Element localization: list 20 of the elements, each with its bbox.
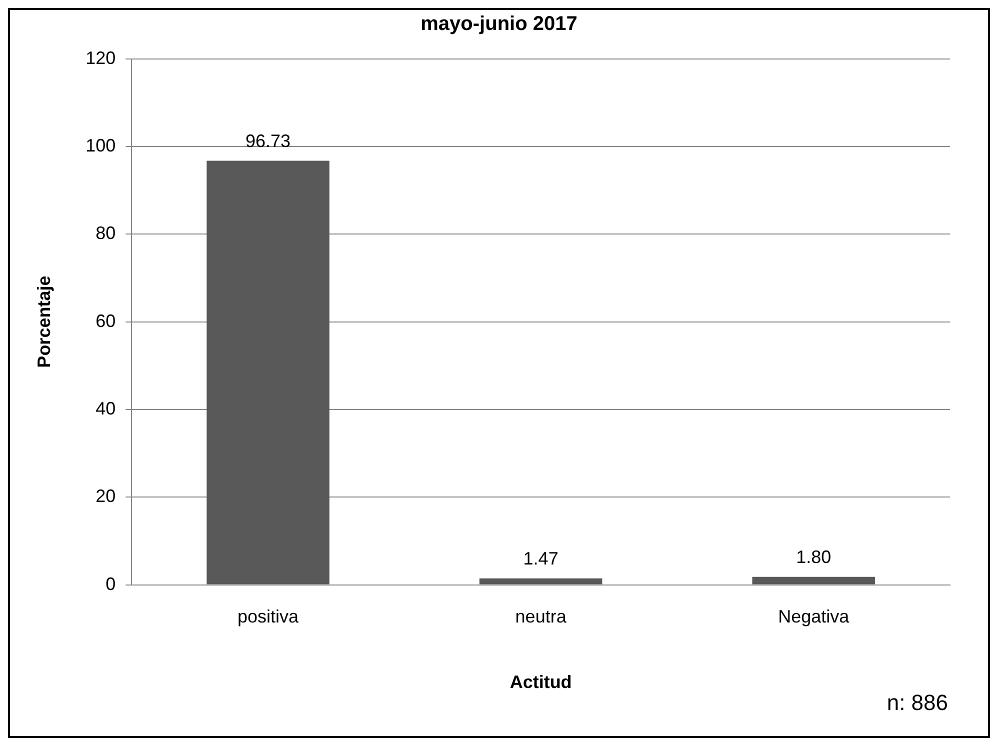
x-tick-label: Negativa — [778, 606, 850, 627]
y-tick-label: 100 — [86, 135, 116, 156]
y-axis-title: Porcentaje — [34, 276, 54, 368]
y-tick-label: 0 — [106, 574, 116, 594]
chart-title: mayo-junio 2017 — [420, 12, 578, 37]
y-tick-label: 60 — [96, 310, 116, 331]
y-tick-label: 40 — [96, 398, 116, 418]
data-label: 1.80 — [796, 546, 832, 567]
x-tick-label: neutra — [515, 606, 568, 627]
data-label: 1.47 — [523, 548, 558, 568]
bar — [206, 160, 330, 584]
text: n: 886 — [886, 690, 948, 716]
bar — [479, 578, 602, 584]
data-label: 96.73 — [246, 130, 291, 151]
x-tick-label: positiva — [238, 606, 300, 627]
y-tick-label: 80 — [96, 223, 116, 244]
y-tick-label: 120 — [86, 48, 116, 68]
x-axis-title: Actitud — [510, 672, 572, 692]
bar — [752, 576, 875, 584]
y-tick-label: 20 — [96, 486, 116, 506]
